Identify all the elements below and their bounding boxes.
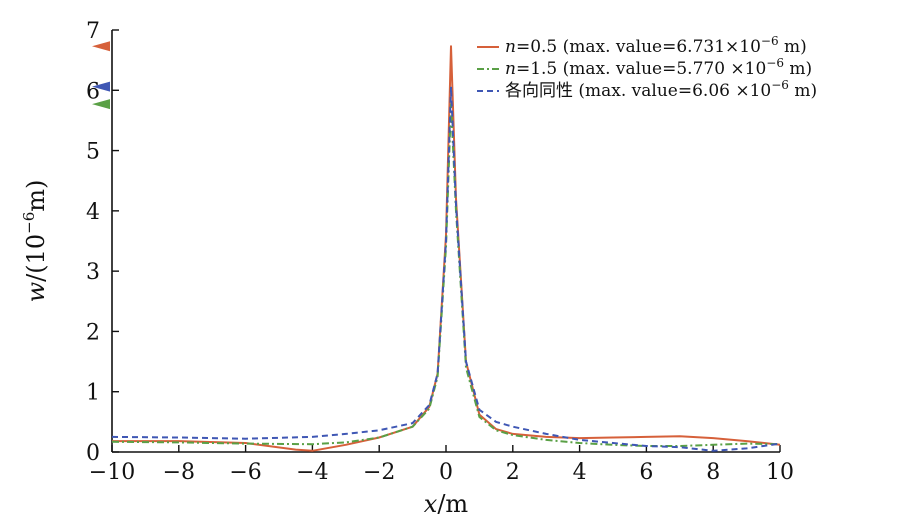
x-axis-unit: /m [437, 490, 468, 518]
series-line-1 [112, 45, 781, 452]
y-tick-label: 7 [86, 19, 100, 44]
legend-unit: m) [779, 37, 807, 57]
x-ticks: −10 −8 −6 −4 −2 0 2 4 6 8 10 [89, 445, 794, 485]
y-tick-label: 3 [86, 260, 100, 285]
y-tick-label: 2 [86, 320, 100, 345]
y-axis-label: w/(10−6m) [20, 180, 50, 303]
legend-variable: n [505, 37, 516, 57]
x-tick-label: −4 [296, 460, 328, 485]
legend-exponent: −6 [766, 56, 784, 70]
legend-variable: n [505, 59, 516, 79]
y-axis-variable: w [22, 281, 50, 302]
y-axis-unit-exponent: −6 [20, 212, 38, 234]
y-tick-label: 0 [86, 441, 100, 466]
legend-text: =1.5 (max. value=5.770 ×10 [516, 59, 766, 79]
legend: n=0.5 (max. value=6.731×10−6 m)n=1.5 (ma… [477, 34, 817, 101]
x-tick-label: −2 [363, 460, 395, 485]
peak-marker-3 [92, 81, 110, 92]
y-tick-label: 6 [86, 79, 100, 104]
x-tick-label: 10 [766, 460, 794, 485]
legend-label-3: 各向同性 (max. value=6.06 ×10−6 m) [505, 78, 817, 101]
axes: −10 −8 −6 −4 −2 0 2 4 6 8 10 0 1 2 3 4 5 6 7 [86, 19, 794, 485]
x-axis-variable: x [424, 490, 438, 518]
y-tick-label: 4 [86, 200, 100, 225]
legend-text: =0.5 (max. value=6.731×10 [516, 37, 761, 57]
legend-unit: m) [784, 59, 812, 79]
y-tick-label: 1 [86, 381, 100, 406]
legend-text: 各向同性 (max. value=6.06 ×10 [505, 81, 771, 101]
legend-exponent: −6 [771, 78, 789, 92]
x-tick-label: −8 [163, 460, 195, 485]
x-tick-label: 8 [706, 460, 720, 485]
y-tick-label: 5 [86, 140, 100, 165]
series-line-3 [111, 85, 781, 452]
y-ticks: 0 1 2 3 4 5 6 7 [86, 19, 119, 466]
series-layer [111, 45, 781, 452]
legend-unit: m) [789, 81, 817, 101]
y-axis-unit-suffix: m) [22, 180, 50, 212]
peak-markers [92, 41, 110, 110]
legend-label-1: n=0.5 (max. value=6.731×10−6 m) [505, 34, 807, 57]
x-tick-label: −10 [89, 460, 135, 485]
x-tick-label: 2 [506, 460, 520, 485]
x-axis-label: x/m [424, 490, 469, 518]
peak-marker-1 [92, 41, 110, 52]
y-axis-unit-prefix: /(10 [22, 234, 50, 282]
series-line-2 [111, 103, 781, 447]
x-tick-label: 6 [639, 460, 653, 485]
peak-marker-2 [92, 99, 110, 110]
x-tick-label: 4 [573, 460, 587, 485]
x-tick-label: −6 [229, 460, 261, 485]
x-tick-label: 0 [439, 460, 453, 485]
legend-exponent: −6 [761, 34, 779, 48]
legend-label-2: n=1.5 (max. value=5.770 ×10−6 m) [505, 56, 812, 79]
